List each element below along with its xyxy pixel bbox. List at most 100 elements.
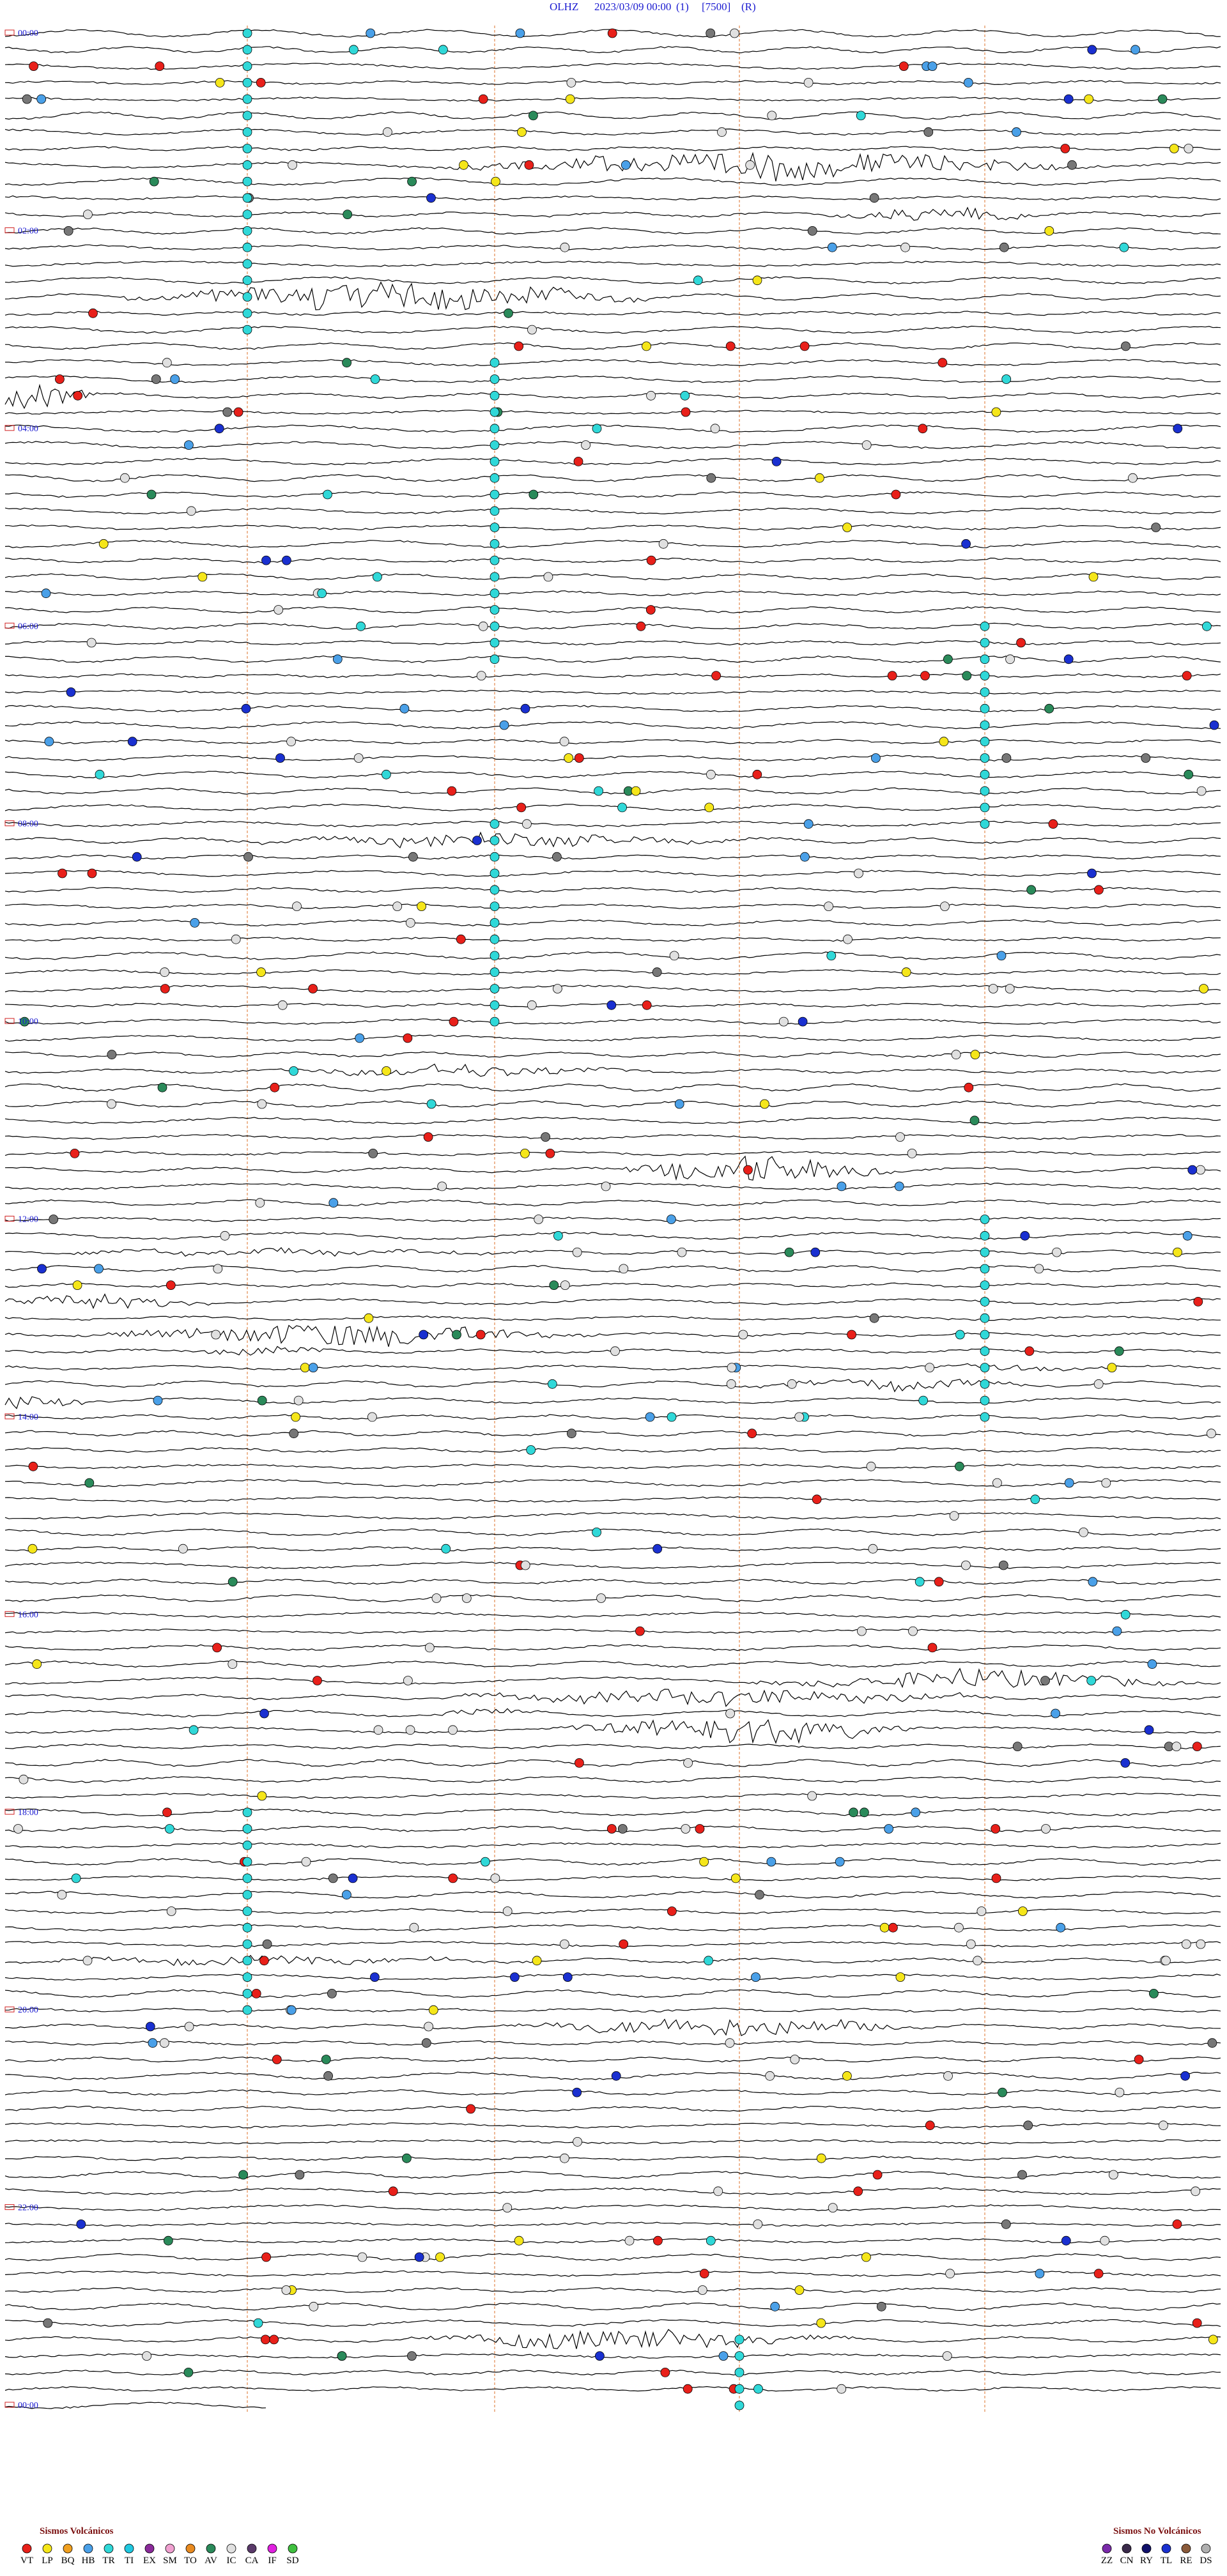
event-marker [261, 2252, 272, 2262]
event-marker [309, 2301, 319, 2312]
legend-swatch [42, 2543, 52, 2554]
event-marker [149, 176, 159, 187]
event-marker [233, 407, 243, 417]
legend-label: DS [1200, 2556, 1212, 2566]
event-marker [490, 638, 500, 648]
event-marker [517, 127, 527, 137]
event-marker [573, 457, 583, 466]
trace [4, 903, 1221, 910]
trace [4, 2302, 1221, 2312]
event-marker [918, 424, 928, 434]
event-marker [524, 160, 534, 170]
event-marker [799, 341, 810, 351]
event-marker [1034, 1264, 1044, 1274]
event-marker [349, 45, 359, 55]
event-marker [342, 358, 351, 368]
event-marker [1112, 1626, 1122, 1636]
event-marker [683, 1758, 693, 1768]
event-marker [132, 852, 142, 862]
trace [4, 640, 1221, 646]
event-marker [980, 1395, 990, 1406]
event-marker [803, 819, 814, 829]
trace [4, 177, 1221, 186]
event-marker [1196, 1939, 1206, 1949]
event-marker [980, 1215, 990, 1224]
event-marker [753, 2384, 763, 2394]
event-marker [368, 1149, 378, 1158]
trace [4, 2253, 1221, 2262]
event-marker [1172, 2219, 1182, 2229]
event-marker [951, 1050, 961, 1060]
event-marker [242, 111, 252, 121]
event-marker [594, 786, 603, 796]
event-marker [1108, 2170, 1118, 2180]
event-marker [980, 654, 990, 664]
trace [4, 1579, 1221, 1585]
event-marker [619, 1939, 629, 1949]
event-marker [667, 1215, 676, 1224]
event-marker [1121, 341, 1131, 351]
event-marker [849, 1807, 858, 1818]
legend-label: RE [1180, 2556, 1192, 2566]
event-marker [313, 1676, 322, 1685]
event-marker [887, 671, 897, 680]
event-marker [366, 28, 376, 38]
event-marker [49, 1215, 59, 1224]
event-marker [547, 1379, 557, 1389]
event-marker [421, 2038, 431, 2048]
trace [4, 1199, 1221, 1207]
event-marker [44, 737, 54, 747]
event-marker [1147, 1659, 1157, 1669]
traces [4, 26, 1221, 2412]
time-label: 02:00 [18, 226, 38, 236]
event-marker [435, 2252, 445, 2262]
trace [4, 383, 1221, 410]
event-marker [1184, 769, 1194, 779]
event-marker [1193, 1297, 1203, 1307]
event-marker [699, 2269, 709, 2279]
event-marker [1001, 2219, 1011, 2229]
event-marker [321, 2055, 331, 2064]
event-marker [197, 572, 208, 582]
event-marker [1182, 671, 1192, 680]
event-marker [869, 1313, 879, 1323]
event-marker [382, 1066, 391, 1076]
trace [4, 424, 1221, 433]
event-marker [357, 2252, 367, 2262]
event-marker [611, 2071, 621, 2081]
event-marker [186, 506, 196, 516]
event-marker [996, 951, 1007, 961]
event-marker [1107, 1363, 1117, 1373]
event-marker [876, 2301, 886, 2312]
event-marker [95, 769, 105, 779]
event-marker [1191, 2186, 1201, 2196]
event-marker [601, 1181, 611, 1192]
event-marker [1087, 45, 1097, 55]
event-marker [980, 1264, 990, 1274]
event-marker [490, 374, 500, 384]
trace [4, 507, 1221, 515]
event-marker [490, 836, 500, 845]
event-marker [1051, 1708, 1060, 1719]
event-marker [146, 489, 157, 500]
event-marker [901, 967, 911, 977]
event-marker [490, 407, 500, 417]
trace [4, 1890, 1221, 1899]
event-marker [980, 1379, 990, 1389]
event-marker [82, 1956, 93, 1966]
trace [4, 1414, 1221, 1420]
trace [4, 1063, 1221, 1077]
event-marker [955, 1461, 964, 1471]
trace [5, 2018, 1221, 2037]
event-marker [1199, 984, 1208, 993]
event-marker [403, 1033, 413, 1043]
trace [4, 375, 1221, 383]
trace [4, 1034, 1221, 1042]
trace [4, 2105, 1221, 2112]
event-marker [242, 1922, 252, 1933]
event-marker [242, 193, 252, 203]
event-marker [1209, 720, 1219, 730]
trace [4, 1594, 1221, 1602]
event-marker [1149, 1988, 1159, 1998]
